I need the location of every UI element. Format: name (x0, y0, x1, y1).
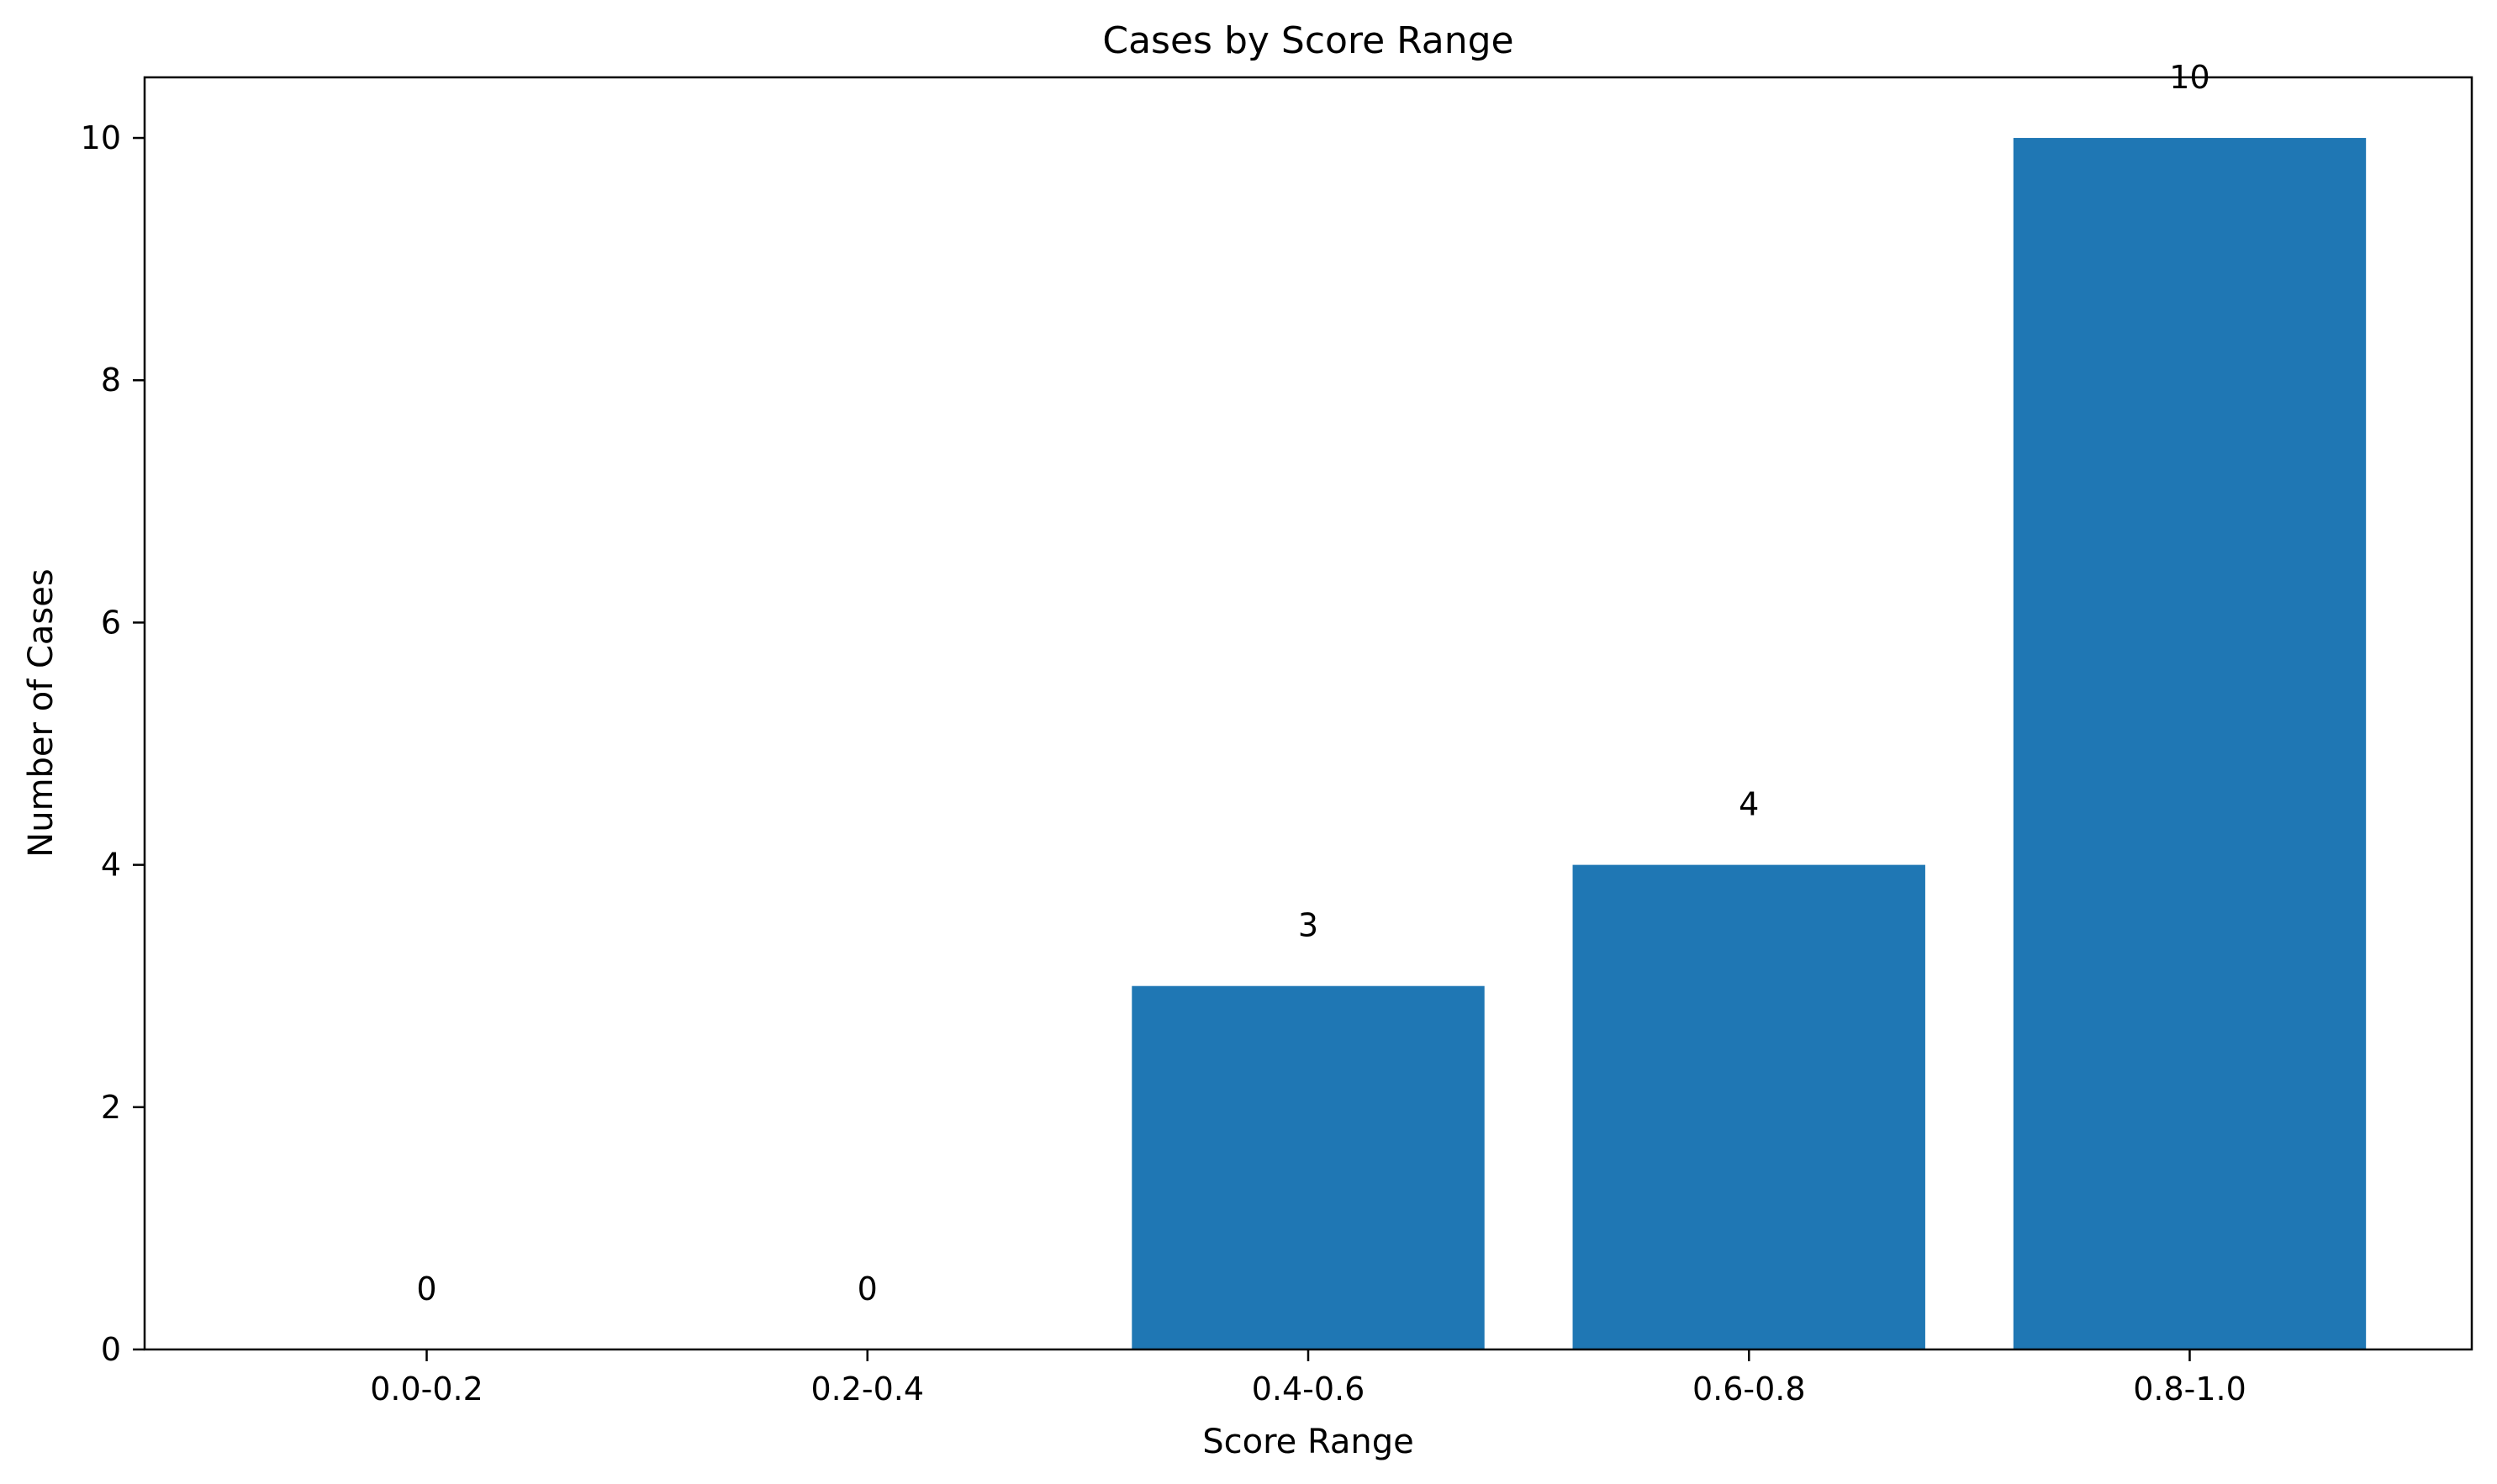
x-tick-label: 0.4-0.6 (1252, 1370, 1365, 1407)
plot-area-frame (143, 76, 2473, 1351)
bars-group (1132, 138, 2367, 1350)
x-tick-label: 0.0-0.2 (370, 1370, 483, 1407)
bar-0.4-0.6 (1132, 985, 1485, 1349)
x-tick-label: 0.2-0.4 (810, 1370, 924, 1407)
x-axis-label: Score Range (1202, 1423, 1414, 1461)
y-tick-label: 8 (101, 362, 121, 399)
data-label-0.6-0.8: 4 (1739, 786, 1759, 823)
y-axis-ticks: 0 2 4 6 8 10 (81, 119, 145, 1368)
y-tick-label: 6 (101, 604, 121, 641)
x-axis-ticks: 0.0-0.2 0.2-0.4 0.4-0.6 0.6-0.8 0.8-1.0 (370, 1349, 2246, 1407)
y-tick-label: 10 (81, 119, 121, 156)
y-tick-label: 2 (101, 1089, 121, 1126)
x-tick-label: 0.8-1.0 (2133, 1370, 2246, 1407)
y-tick-label: 4 (101, 847, 121, 884)
bar-0.8-1.0 (2013, 138, 2367, 1350)
data-label-0.2-0.4: 0 (858, 1270, 878, 1307)
data-label-0.0-0.2: 0 (416, 1270, 436, 1307)
y-tick-label: 0 (101, 1331, 121, 1368)
y-axis-label: Number of Cases (22, 568, 61, 857)
chart-title: Cases by Score Range (1102, 19, 1513, 62)
x-tick-label: 0.6-0.8 (1692, 1370, 1806, 1407)
data-label-0.4-0.6: 3 (1298, 907, 1318, 944)
bar-0.6-0.8 (1572, 864, 1925, 1349)
